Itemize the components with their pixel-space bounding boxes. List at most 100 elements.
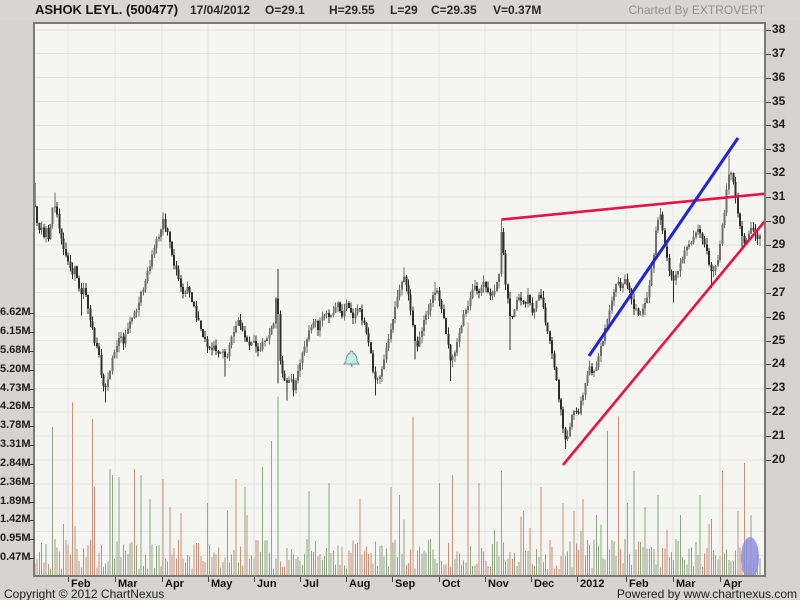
volume-bar [399, 494, 401, 575]
volume-bar [591, 568, 593, 575]
volume-bar [266, 539, 268, 575]
candle-body [758, 235, 761, 240]
volume-tick-label: 5.68M [0, 343, 31, 356]
candle-body [621, 284, 624, 289]
candle-body [632, 299, 635, 309]
volume-bar [589, 544, 591, 575]
candle-body [427, 310, 430, 315]
candle-body [115, 345, 118, 353]
volume-bar [430, 539, 432, 575]
quote-open: O=29.1 [265, 3, 305, 17]
candle-body [270, 328, 273, 335]
month-tick-mark [208, 577, 209, 582]
candle-body [588, 366, 591, 375]
candle-body [221, 351, 224, 353]
candle-body [506, 284, 509, 299]
volume-bar [299, 560, 301, 575]
price-tick-label: 32 [772, 165, 786, 180]
volume-bar [89, 540, 91, 575]
volume-bar [410, 549, 412, 575]
volume-bar [447, 542, 449, 575]
candle-body [310, 327, 313, 331]
volume-bar [613, 541, 615, 575]
candle-body [635, 308, 638, 310]
volume-bar [222, 562, 224, 575]
candle-body [407, 285, 410, 295]
candle-body [564, 428, 567, 440]
price-tick-label: 29 [772, 236, 786, 251]
trendline-upper-resistance [501, 192, 764, 221]
volume-bar [432, 549, 434, 575]
candle-body [378, 376, 381, 380]
volume-bar [335, 564, 337, 575]
candle-body [553, 353, 556, 368]
volume-bar [153, 568, 155, 575]
candle-body [53, 206, 56, 208]
candle-body [255, 340, 257, 347]
candle-body [562, 409, 565, 429]
candle-body [319, 320, 322, 331]
volume-bar [423, 550, 425, 575]
volume-bar [328, 482, 330, 575]
candle-body [87, 294, 89, 309]
volume-bar [361, 554, 363, 575]
volume-bar [178, 539, 180, 575]
candle-body [458, 333, 461, 342]
volume-bar [136, 545, 138, 575]
candle-body [131, 317, 134, 322]
candle-body [246, 337, 249, 342]
candle-body [153, 248, 156, 255]
candle-body [171, 241, 173, 255]
volume-bar [759, 558, 761, 575]
candle-body [423, 320, 425, 331]
candle-body [343, 309, 346, 317]
volume-bar [226, 510, 228, 575]
candle-body [436, 290, 439, 293]
candle-body [367, 332, 370, 343]
volume-bar [701, 567, 703, 575]
candle-body [646, 297, 649, 304]
candle-body [473, 285, 476, 290]
candle-body [451, 356, 454, 361]
candle-body [732, 173, 735, 182]
candle-body [263, 340, 266, 342]
month-tick-label: Apr [165, 578, 184, 590]
volume-bar [695, 542, 697, 575]
candle-body [491, 294, 494, 296]
candle-body [347, 303, 350, 308]
trendline-rising-channel [587, 137, 740, 357]
candle-body [228, 344, 231, 357]
volume-bar [461, 565, 462, 575]
quote-high: H=29.55 [329, 3, 375, 17]
candle-body [712, 270, 715, 272]
volume-bar [231, 554, 233, 575]
volume-bar [175, 558, 177, 575]
price-tick-label: 20 [772, 452, 786, 466]
volume-bar [164, 558, 166, 575]
volume-bar [724, 553, 725, 575]
volume-bar [617, 416, 619, 575]
price-tick-mark [766, 173, 771, 175]
candle-body [268, 334, 271, 339]
month-tick-mark [392, 577, 393, 582]
candle-body [648, 285, 651, 298]
candle-body [498, 273, 501, 283]
candle-body [301, 352, 304, 364]
volume-bar [80, 567, 82, 575]
volume-bar [359, 498, 361, 575]
volume-bar [396, 556, 398, 575]
candle-body [690, 242, 693, 244]
candle-body [339, 302, 341, 311]
candle-body [252, 340, 255, 343]
volume-tick-mark [30, 445, 34, 447]
volume-bar [122, 544, 124, 575]
volume-bar [277, 396, 279, 575]
volume-bar [100, 544, 102, 575]
volume-bar [436, 563, 438, 575]
volume-bar [403, 519, 405, 575]
candle-body [668, 257, 671, 271]
volume-bar [160, 566, 162, 575]
candle-body [124, 334, 127, 344]
price-tick-mark [766, 316, 771, 318]
volume-tick-mark [30, 482, 34, 484]
